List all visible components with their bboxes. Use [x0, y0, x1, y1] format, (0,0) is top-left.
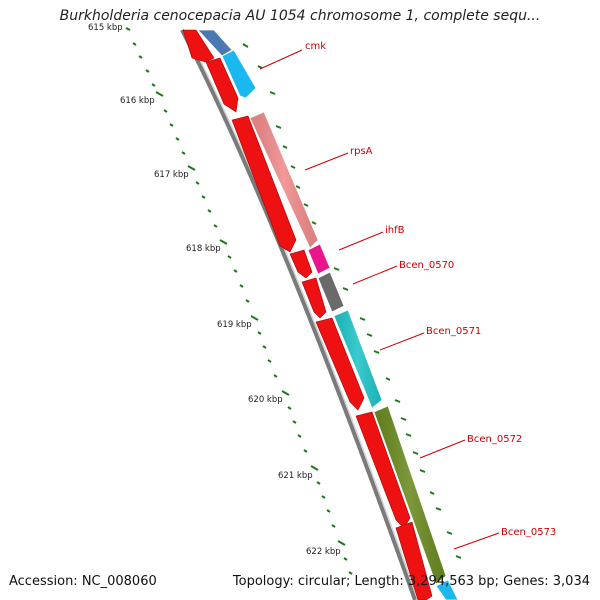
- kbp-label: 622 kbp: [306, 547, 341, 557]
- gene-labels: cmk rpsA ihfB Bcen_0570 Bcen_0571 Bcen_0…: [305, 41, 556, 538]
- gene-feature-shading: [250, 112, 446, 584]
- gene-label-bcen-0571[interactable]: Bcen_0571: [426, 326, 481, 337]
- cds-arrow: [289, 249, 313, 279]
- cds-arrow: [231, 115, 297, 253]
- cds-arrow: [315, 317, 365, 411]
- cds-arrow: [301, 277, 327, 319]
- cds-arrow: [182, 29, 215, 63]
- backbone-line: [180, 29, 417, 600]
- cds-arrow: [395, 521, 433, 600]
- summary-text: Topology: circular; Length: 3,294,563 bp…: [232, 574, 590, 589]
- gene-feature: [317, 271, 345, 313]
- kbp-label: 615 kbp: [88, 23, 123, 33]
- kbp-label: 619 kbp: [217, 320, 252, 330]
- cds-arrow: [355, 411, 411, 529]
- kbp-label: 617 kbp: [154, 170, 189, 180]
- gene-feature: [435, 579, 459, 600]
- gene-feature: [221, 49, 257, 99]
- map-title: Burkholderia cenocepacia AU 1054 chromos…: [59, 8, 541, 24]
- gene-feature: [197, 29, 233, 57]
- gene-label-bcen-0573[interactable]: Bcen_0573: [501, 527, 556, 538]
- kbp-label: 621 kbp: [278, 471, 313, 481]
- kbp-label: 616 kbp: [120, 96, 155, 106]
- cds-track-inner: [182, 29, 433, 600]
- accession-text: Accession: NC_008060: [9, 574, 157, 589]
- kbp-label: 620 kbp: [248, 395, 283, 405]
- gene-feature: [307, 243, 331, 275]
- outer-tick-track: [242, 43, 462, 559]
- inner-tick-track: [125, 27, 353, 575]
- gene-label-ihfB[interactable]: ihfB: [385, 225, 405, 236]
- gene-label-bcen-0572[interactable]: Bcen_0572: [467, 434, 522, 445]
- kbp-scale: 615 kbp 616 kbp 617 kbp 618 kbp 619 kbp …: [88, 23, 341, 557]
- cds-arrow: [205, 57, 239, 113]
- kbp-label: 618 kbp: [186, 244, 221, 254]
- gene-label-bcen-0570[interactable]: Bcen_0570: [399, 260, 454, 271]
- backbone-highlight: [184, 29, 419, 600]
- gene-label-cmk[interactable]: cmk: [305, 41, 326, 52]
- label-leaders: [259, 49, 500, 550]
- gene-label-rpsA[interactable]: rpsA: [350, 146, 373, 157]
